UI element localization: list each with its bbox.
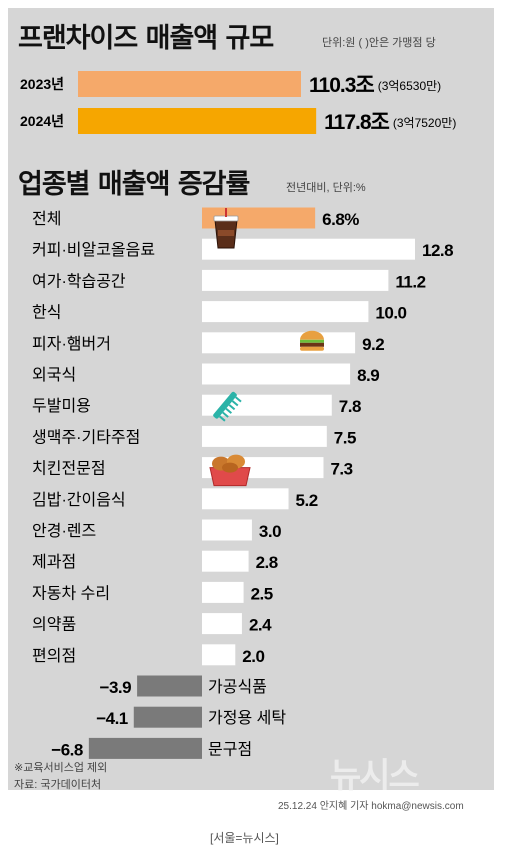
category-label: 자동차 수리 [32, 584, 110, 602]
growth-bar [202, 394, 332, 416]
newsis-logo: 뉴시스 [330, 756, 420, 796]
burger-lettuce [300, 339, 324, 343]
source-note: 자료: 국가데이터처 [14, 779, 102, 791]
revenue-bar [78, 71, 301, 97]
growth-bar [202, 519, 252, 541]
growth-value: 2.5 [251, 584, 273, 603]
burger-top-bun [300, 330, 324, 340]
comb-tooth [222, 411, 229, 418]
comb-icon [213, 391, 242, 422]
year-label: 2024년 [20, 113, 64, 129]
cup-sleeve [218, 230, 234, 236]
growth-bar [202, 613, 242, 635]
comb-tooth [225, 407, 233, 414]
growth-value: 2.8 [256, 553, 278, 572]
category-label: 커피·비알코올음료 [32, 241, 155, 259]
section-title: 업종별 매출액 증감률 [18, 169, 250, 200]
category-label: 두발미용 [32, 397, 91, 415]
comb-handle [213, 391, 237, 419]
category-label: 편의점 [32, 647, 76, 665]
category-label: 피자·햄버거 [32, 335, 111, 353]
growth-bar [137, 675, 202, 697]
per-store-value: (3억7520만) [393, 116, 456, 130]
reporter-credit: 25.12.24 안지혜 기자 hokma@newsis.com [278, 801, 464, 812]
growth-bar [202, 363, 351, 385]
coffee-cup-icon [213, 208, 239, 249]
exclusion-note: ※교육서비스업 제외 [14, 762, 108, 774]
growth-bar [88, 737, 202, 759]
growth-bar [202, 488, 289, 510]
growth-value: 2.4 [249, 616, 272, 635]
growth-value: 11.2 [395, 272, 425, 291]
growth-value: 8.9 [357, 366, 379, 385]
growth-bar [202, 332, 356, 354]
revenue-bar [78, 108, 317, 134]
growth-bar [202, 238, 415, 260]
burger-icon [300, 330, 324, 351]
growth-bar [202, 269, 389, 291]
category-label: 가정용 세탁 [208, 709, 286, 727]
growth-value: 7.8 [339, 397, 361, 416]
category-label: 의약품 [32, 616, 76, 634]
growth-value: 2.0 [242, 647, 264, 666]
comb-tooth [218, 415, 226, 422]
growth-value: 7.3 [330, 460, 352, 479]
section-unit-note: 전년대비, 단위:% [286, 182, 366, 194]
category-label: 치킨전문점 [32, 460, 106, 478]
burger-patty [300, 342, 324, 347]
category-label: 외국식 [32, 366, 76, 384]
comb-tooth [231, 400, 239, 407]
growth-value: 9.2 [362, 335, 384, 354]
growth-bar [202, 581, 244, 603]
comb-tooth [228, 404, 236, 411]
category-label: 문구점 [208, 740, 252, 758]
growth-bar [202, 425, 327, 447]
per-store-value: (3억6530만) [378, 79, 441, 93]
category-label: 김밥·간이음식 [32, 491, 126, 509]
photo-caption: [서울=뉴시스] [210, 831, 279, 845]
growth-value: −6.8 [51, 740, 83, 759]
unit-note: 단위:원 ( )안은 가맹점 당 [322, 37, 436, 49]
year-label: 2023년 [20, 76, 64, 92]
page-title: 프랜차이즈 매출액 규모 [18, 23, 274, 54]
category-label: 한식 [32, 304, 61, 322]
growth-value: 3.0 [259, 522, 281, 541]
growth-value: 7.5 [334, 428, 356, 447]
cup-straw [225, 208, 227, 217]
comb-tooth [235, 396, 242, 403]
growth-value: 6.8% [322, 210, 359, 229]
growth-value: 12.8 [422, 241, 453, 260]
growth-value: −3.9 [100, 678, 132, 697]
category-label: 생맥주·기타주점 [32, 428, 140, 446]
category-label: 안경·렌즈 [32, 522, 96, 540]
burger-bottom-bun [300, 346, 324, 351]
growth-value: −4.1 [96, 709, 128, 728]
growth-bar [202, 644, 236, 666]
category-label: 전체 [32, 210, 61, 228]
category-label: 가공식품 [208, 678, 267, 696]
revenue-value: 110.3조 [309, 74, 374, 97]
chicken-piece [222, 462, 238, 473]
growth-value: 10.0 [375, 304, 406, 323]
revenue-value: 117.8조 [324, 111, 389, 134]
growth-bar [202, 550, 249, 572]
growth-bar [133, 706, 202, 728]
category-label: 제과점 [32, 553, 76, 571]
growth-bar [202, 301, 369, 323]
growth-value: 5.2 [296, 491, 318, 510]
category-label: 여가·학습공간 [32, 272, 126, 290]
fried-chicken-icon [209, 454, 251, 487]
